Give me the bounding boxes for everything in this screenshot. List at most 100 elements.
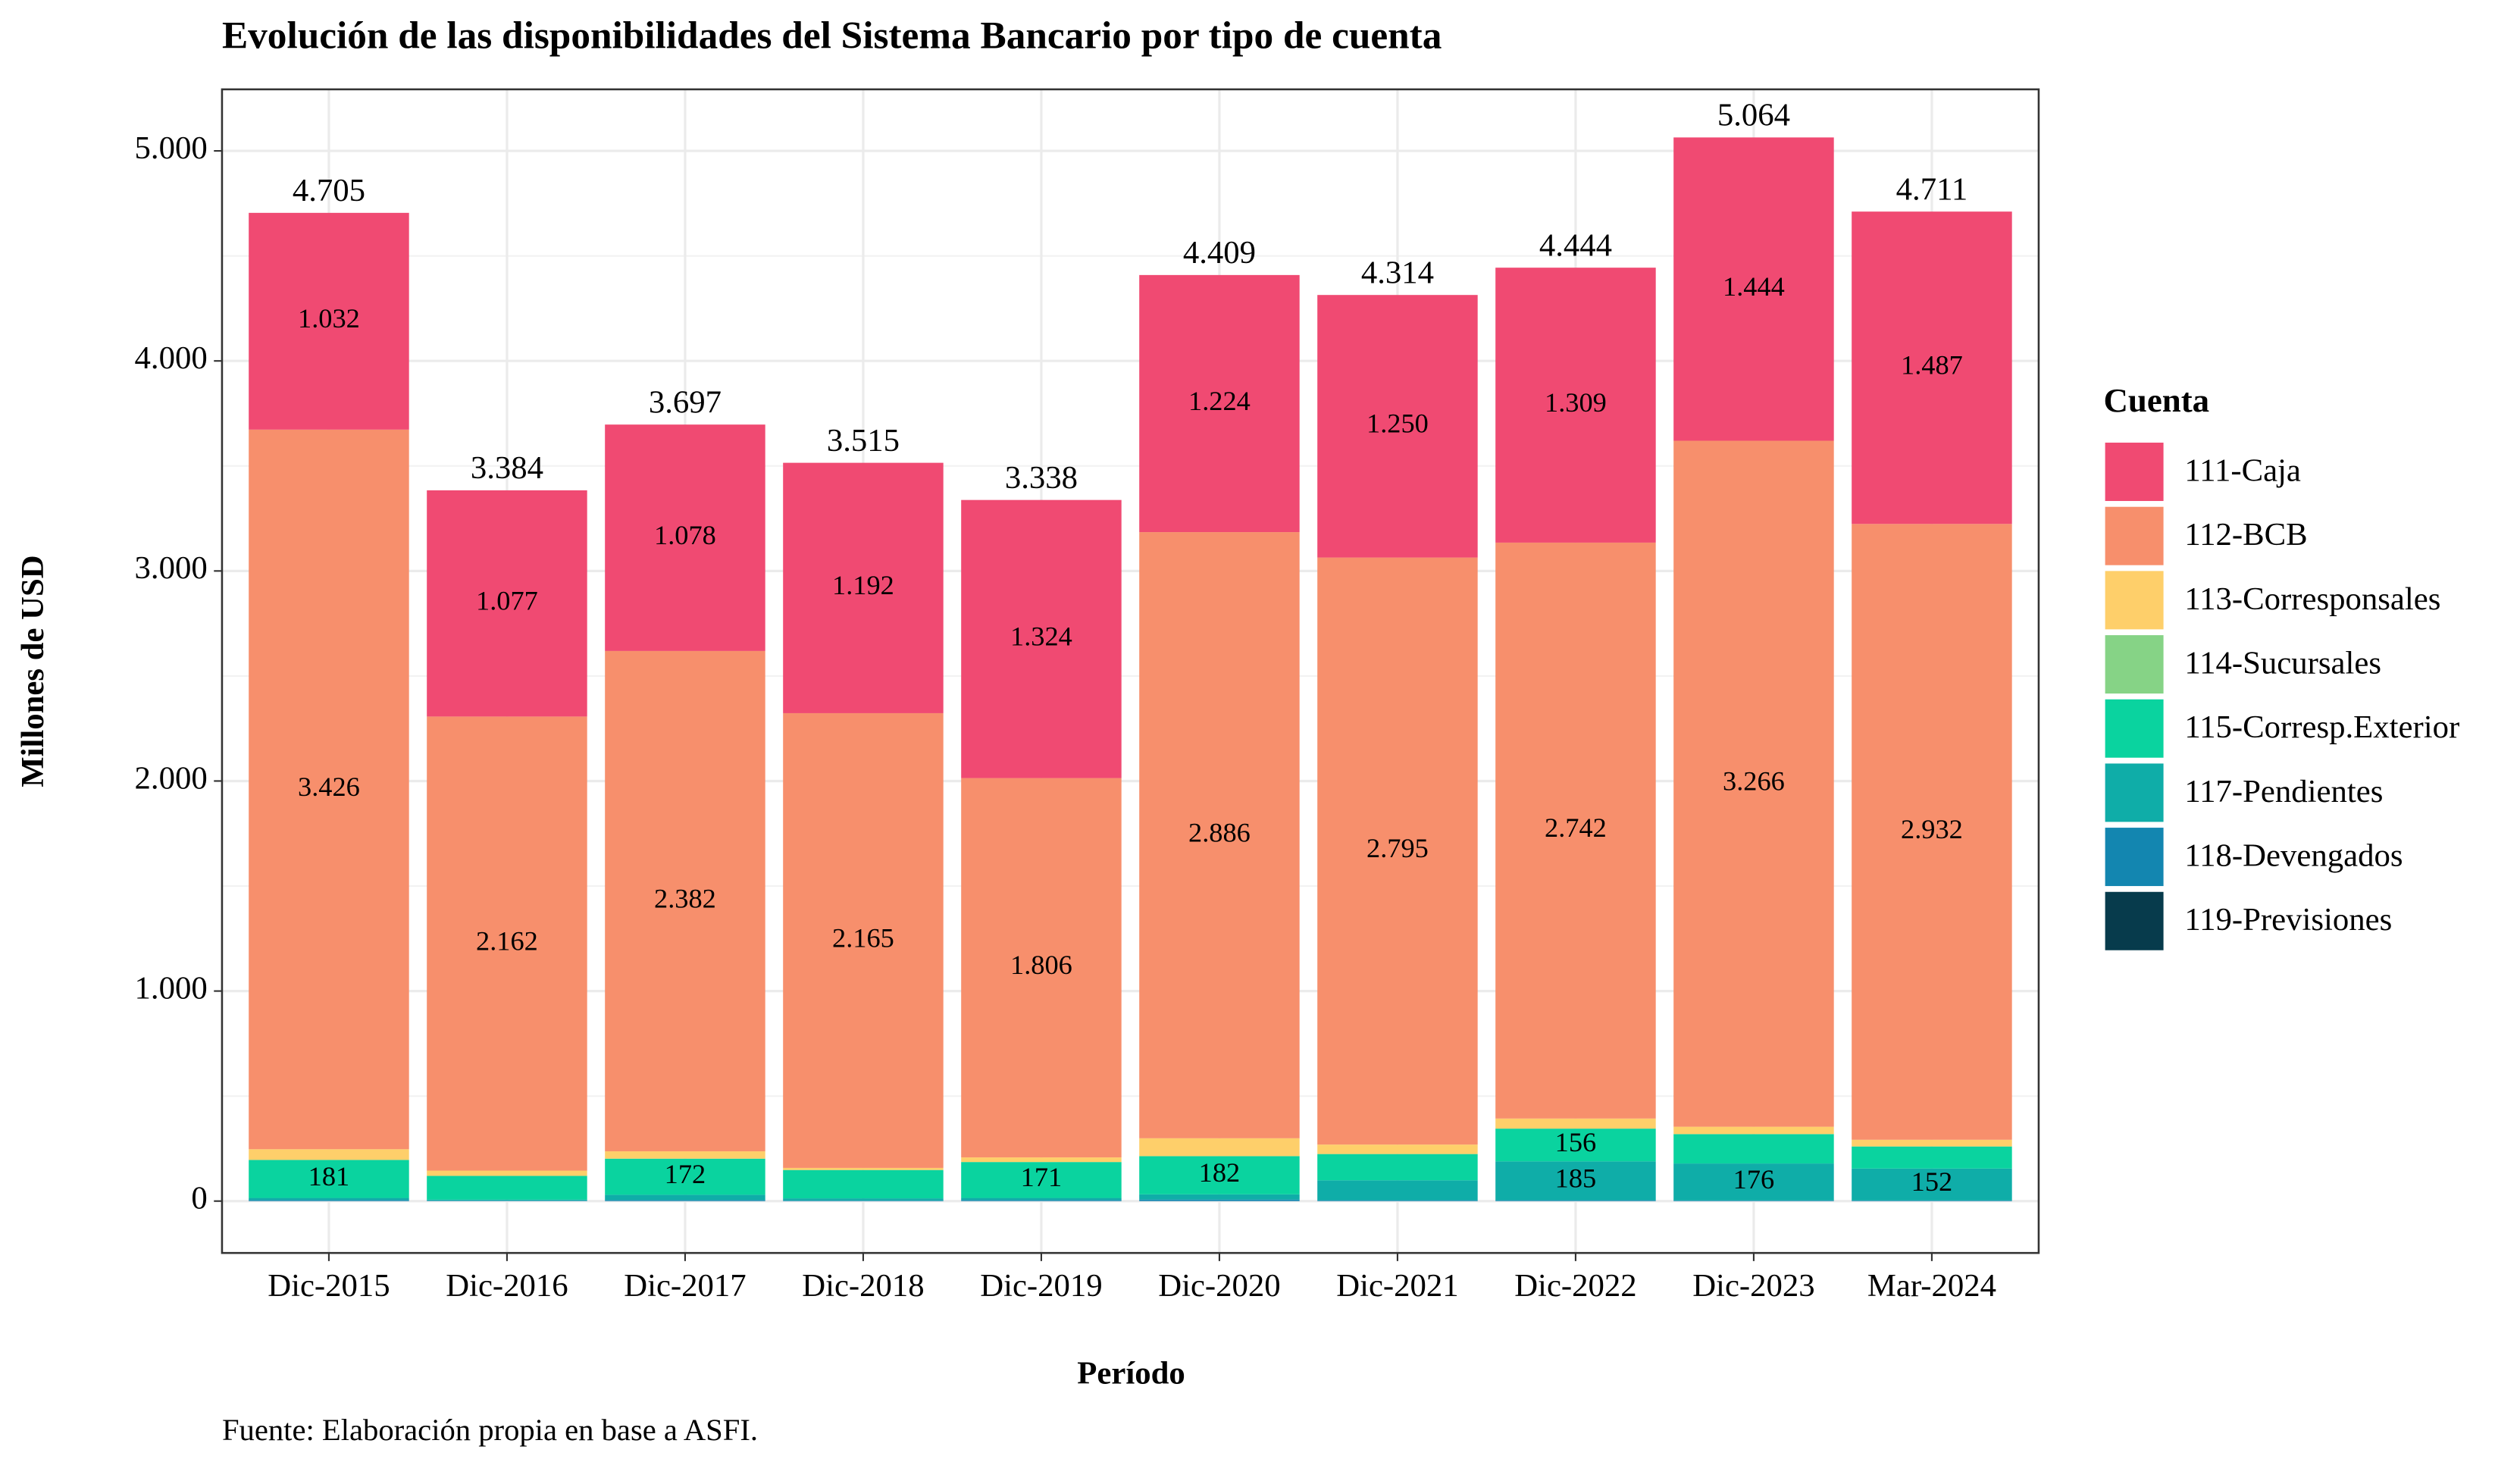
bar-segment	[1495, 1161, 1656, 1201]
bar-segment	[1495, 542, 1656, 1119]
total-label: 3.384	[471, 450, 543, 486]
data-label: 171	[1021, 1162, 1063, 1192]
y-tick-label: 5.000	[135, 130, 208, 166]
bar-segment	[1139, 274, 1300, 533]
data-label: 2.382	[654, 883, 716, 913]
y-tick-label: 1.000	[135, 970, 208, 1006]
data-label: 185	[1555, 1163, 1597, 1193]
total-label: 4.705	[293, 173, 365, 208]
data-label: 156	[1555, 1127, 1597, 1157]
legend-label: 117-Pendientes	[2184, 774, 2383, 809]
legend-swatch	[2105, 571, 2164, 630]
bar-segment	[249, 1149, 409, 1160]
bar-segment	[961, 778, 1122, 1158]
data-label: 1.224	[1188, 386, 1251, 416]
caption: Fuente: Elaboración propia en base a ASF…	[222, 1413, 758, 1447]
data-label: 1.324	[1010, 621, 1072, 651]
data-label: 1.309	[1545, 387, 1607, 418]
bar-segment	[783, 1198, 944, 1201]
legend-swatch	[2105, 635, 2164, 694]
chart-title: Evolución de las disponibilidades del Si…	[222, 14, 1442, 57]
y-tick-label: 2.000	[135, 760, 208, 796]
total-label: 4.409	[1183, 235, 1256, 271]
legend-label: 111-Caja	[2184, 452, 2301, 488]
data-label: 1.806	[1010, 950, 1072, 980]
data-label: 152	[1911, 1166, 1953, 1197]
data-label: 172	[665, 1159, 706, 1189]
bar-segment	[1673, 1126, 1834, 1135]
bar-segment	[1495, 1118, 1656, 1129]
data-label: 181	[308, 1161, 350, 1191]
total-label: 3.338	[1005, 460, 1078, 496]
total-label: 3.515	[827, 423, 900, 459]
bar-segment	[1673, 1163, 1834, 1201]
bar-segment	[249, 1200, 409, 1201]
total-label: 4.711	[1896, 171, 1968, 207]
x-tick-label: Dic-2015	[268, 1268, 390, 1304]
bar-segment	[961, 1200, 1122, 1201]
legend-swatch	[2105, 891, 2164, 950]
bar-segment	[1673, 1134, 1834, 1164]
y-tick-label: 3.000	[135, 550, 208, 586]
legend-label: 118-Devengados	[2184, 838, 2403, 874]
bar-segment	[783, 462, 944, 713]
bar-segment	[1852, 524, 2012, 1140]
x-tick-label: Dic-2019	[980, 1268, 1102, 1304]
data-label: 1.077	[476, 585, 538, 615]
total-label: 4.314	[1361, 255, 1434, 290]
bar-segment	[1852, 211, 2012, 524]
panel-border	[221, 88, 2040, 1254]
data-label: 1.032	[298, 303, 360, 333]
bar-segment	[961, 1157, 1122, 1163]
data-label: 3.426	[298, 772, 360, 802]
bar-segment	[1673, 440, 1834, 1127]
bar-segment	[961, 499, 1122, 778]
x-tick-label: Dic-2016	[446, 1268, 568, 1304]
data-label: 2.162	[476, 925, 538, 956]
data-label: 182	[1199, 1157, 1241, 1188]
bar-segment	[427, 1199, 587, 1201]
x-tick-label: Dic-2018	[802, 1268, 924, 1304]
y-axis-label: Millones de USD	[15, 555, 51, 787]
legend-label: 115-Corresp.Exterior	[2184, 709, 2459, 745]
x-tick-label: Dic-2021	[1336, 1268, 1458, 1304]
y-tick-label: 0	[191, 1181, 207, 1216]
bar-segment	[605, 424, 765, 651]
legend-label: 119-Previsiones	[2184, 902, 2392, 938]
bar-segment	[605, 650, 765, 1152]
bar-segment	[961, 1162, 1122, 1198]
data-label: 1.444	[1723, 271, 1785, 302]
bar-segment	[427, 1176, 587, 1200]
bar-segment	[1139, 1199, 1300, 1201]
x-tick-label: Mar-2024	[1867, 1268, 1996, 1304]
bar-segment	[1852, 1139, 2012, 1147]
bar-segment	[249, 429, 409, 1150]
bar-segment	[1317, 1180, 1478, 1201]
bar-segment	[249, 1160, 409, 1198]
data-label: 1.487	[1901, 350, 1963, 380]
bar-segment	[605, 1158, 765, 1195]
legend-label: 112-BCB	[2184, 517, 2307, 553]
bar-segment	[783, 1169, 944, 1199]
bar-segment	[427, 716, 587, 1171]
data-label: 2.886	[1188, 817, 1251, 847]
x-tick-label: Dic-2020	[1158, 1268, 1280, 1304]
total-label: 5.064	[1717, 98, 1790, 133]
bar-segment	[1317, 1144, 1478, 1154]
bar-segment	[783, 1167, 944, 1170]
bar-segment	[605, 1194, 765, 1201]
bar-segment	[1139, 532, 1300, 1138]
data-label: 3.266	[1723, 766, 1785, 796]
bar-segment	[783, 712, 944, 1168]
legend-swatch	[2105, 506, 2164, 565]
bar-segment	[605, 1151, 765, 1159]
bar-segment	[427, 1170, 587, 1176]
bar-segment	[1139, 1138, 1300, 1157]
bar-segment	[1673, 137, 1834, 441]
bar-segment	[427, 490, 587, 717]
bar-segment	[1495, 1129, 1656, 1162]
legend-title: Cuenta	[2103, 381, 2209, 419]
bar-segment	[1317, 1154, 1478, 1181]
x-tick-label: Dic-2022	[1514, 1268, 1636, 1304]
